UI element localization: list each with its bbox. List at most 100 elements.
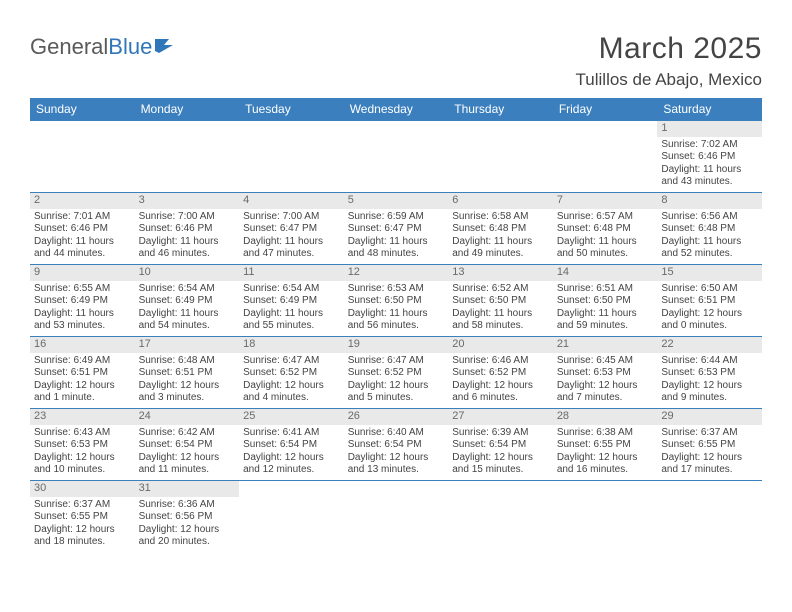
day-number: 10 bbox=[135, 265, 240, 281]
calendar-cell: 27Sunrise: 6:39 AMSunset: 6:54 PMDayligh… bbox=[448, 409, 553, 481]
sunset-text: Sunset: 6:52 PM bbox=[243, 367, 340, 380]
day-number: 7 bbox=[553, 193, 658, 209]
location-label: Tulillos de Abajo, Mexico bbox=[576, 70, 762, 90]
calendar-cell: 3Sunrise: 7:00 AMSunset: 6:46 PMDaylight… bbox=[135, 193, 240, 265]
sunrise-text: Sunrise: 6:53 AM bbox=[348, 283, 445, 296]
daylight-text: Daylight: 12 hours bbox=[661, 380, 758, 393]
daylight-text: and 54 minutes. bbox=[139, 320, 236, 333]
sunrise-text: Sunrise: 6:41 AM bbox=[243, 427, 340, 440]
sunrise-text: Sunrise: 6:37 AM bbox=[661, 427, 758, 440]
daylight-text: and 58 minutes. bbox=[452, 320, 549, 333]
sunset-text: Sunset: 6:55 PM bbox=[557, 439, 654, 452]
sunset-text: Sunset: 6:52 PM bbox=[452, 367, 549, 380]
day-number: 3 bbox=[135, 193, 240, 209]
sunset-text: Sunset: 6:48 PM bbox=[557, 223, 654, 236]
calendar-cell: 17Sunrise: 6:48 AMSunset: 6:51 PMDayligh… bbox=[135, 337, 240, 409]
calendar-cell bbox=[553, 481, 658, 553]
weekday-header-row: Sunday Monday Tuesday Wednesday Thursday… bbox=[30, 98, 762, 121]
weekday-header: Monday bbox=[135, 98, 240, 121]
day-number: 14 bbox=[553, 265, 658, 281]
sunset-text: Sunset: 6:53 PM bbox=[661, 367, 758, 380]
day-number: 21 bbox=[553, 337, 658, 353]
weekday-header: Sunday bbox=[30, 98, 135, 121]
daylight-text: and 16 minutes. bbox=[557, 464, 654, 477]
brand-part2: Blue bbox=[108, 34, 152, 60]
sunrise-text: Sunrise: 6:59 AM bbox=[348, 211, 445, 224]
month-title: March 2025 bbox=[576, 32, 762, 66]
calendar-cell bbox=[344, 481, 449, 553]
daylight-text: Daylight: 12 hours bbox=[139, 380, 236, 393]
sunrise-text: Sunrise: 6:47 AM bbox=[243, 355, 340, 368]
daylight-text: and 11 minutes. bbox=[139, 464, 236, 477]
daylight-text: Daylight: 11 hours bbox=[243, 308, 340, 321]
calendar-cell: 13Sunrise: 6:52 AMSunset: 6:50 PMDayligh… bbox=[448, 265, 553, 337]
sunrise-text: Sunrise: 6:38 AM bbox=[557, 427, 654, 440]
calendar-cell bbox=[239, 121, 344, 193]
calendar-cell: 20Sunrise: 6:46 AMSunset: 6:52 PMDayligh… bbox=[448, 337, 553, 409]
daylight-text: and 5 minutes. bbox=[348, 392, 445, 405]
weekday-header: Friday bbox=[553, 98, 658, 121]
daylight-text: and 55 minutes. bbox=[243, 320, 340, 333]
sunrise-text: Sunrise: 6:36 AM bbox=[139, 499, 236, 512]
calendar-row: 16Sunrise: 6:49 AMSunset: 6:51 PMDayligh… bbox=[30, 337, 762, 409]
day-number: 25 bbox=[239, 409, 344, 425]
daylight-text: Daylight: 11 hours bbox=[557, 308, 654, 321]
sunrise-text: Sunrise: 6:49 AM bbox=[34, 355, 131, 368]
sunrise-text: Sunrise: 7:02 AM bbox=[661, 139, 758, 152]
day-number: 6 bbox=[448, 193, 553, 209]
sunrise-text: Sunrise: 6:52 AM bbox=[452, 283, 549, 296]
calendar-row: 2Sunrise: 7:01 AMSunset: 6:46 PMDaylight… bbox=[30, 193, 762, 265]
calendar-cell: 30Sunrise: 6:37 AMSunset: 6:55 PMDayligh… bbox=[30, 481, 135, 553]
sunset-text: Sunset: 6:50 PM bbox=[348, 295, 445, 308]
day-number: 9 bbox=[30, 265, 135, 281]
day-number: 22 bbox=[657, 337, 762, 353]
daylight-text: and 4 minutes. bbox=[243, 392, 340, 405]
daylight-text: Daylight: 12 hours bbox=[34, 452, 131, 465]
calendar-cell: 6Sunrise: 6:58 AMSunset: 6:48 PMDaylight… bbox=[448, 193, 553, 265]
sunset-text: Sunset: 6:47 PM bbox=[243, 223, 340, 236]
daylight-text: Daylight: 11 hours bbox=[243, 236, 340, 249]
day-number: 4 bbox=[239, 193, 344, 209]
sunrise-text: Sunrise: 6:47 AM bbox=[348, 355, 445, 368]
sunset-text: Sunset: 6:46 PM bbox=[661, 151, 758, 164]
sunrise-text: Sunrise: 6:54 AM bbox=[243, 283, 340, 296]
daylight-text: and 18 minutes. bbox=[34, 536, 131, 549]
daylight-text: and 20 minutes. bbox=[139, 536, 236, 549]
calendar-cell bbox=[448, 121, 553, 193]
day-number: 19 bbox=[344, 337, 449, 353]
daylight-text: and 47 minutes. bbox=[243, 248, 340, 261]
sunrise-text: Sunrise: 6:55 AM bbox=[34, 283, 131, 296]
daylight-text: Daylight: 11 hours bbox=[452, 308, 549, 321]
weekday-header: Wednesday bbox=[344, 98, 449, 121]
daylight-text: and 43 minutes. bbox=[661, 176, 758, 189]
daylight-text: and 46 minutes. bbox=[139, 248, 236, 261]
sunset-text: Sunset: 6:48 PM bbox=[661, 223, 758, 236]
calendar-cell: 2Sunrise: 7:01 AMSunset: 6:46 PMDaylight… bbox=[30, 193, 135, 265]
daylight-text: and 0 minutes. bbox=[661, 320, 758, 333]
daylight-text: Daylight: 11 hours bbox=[139, 236, 236, 249]
day-number: 15 bbox=[657, 265, 762, 281]
weekday-header: Tuesday bbox=[239, 98, 344, 121]
sunset-text: Sunset: 6:49 PM bbox=[139, 295, 236, 308]
calendar-cell bbox=[135, 121, 240, 193]
daylight-text: Daylight: 12 hours bbox=[661, 452, 758, 465]
calendar-cell: 26Sunrise: 6:40 AMSunset: 6:54 PMDayligh… bbox=[344, 409, 449, 481]
day-number: 5 bbox=[344, 193, 449, 209]
calendar-cell bbox=[30, 121, 135, 193]
sunset-text: Sunset: 6:51 PM bbox=[34, 367, 131, 380]
daylight-text: and 6 minutes. bbox=[452, 392, 549, 405]
calendar-cell: 31Sunrise: 6:36 AMSunset: 6:56 PMDayligh… bbox=[135, 481, 240, 553]
day-number: 30 bbox=[30, 481, 135, 497]
sunset-text: Sunset: 6:49 PM bbox=[243, 295, 340, 308]
daylight-text: Daylight: 11 hours bbox=[661, 236, 758, 249]
brand-logo: GeneralBlue bbox=[30, 34, 177, 60]
calendar-table: Sunday Monday Tuesday Wednesday Thursday… bbox=[30, 98, 762, 553]
calendar-cell: 5Sunrise: 6:59 AMSunset: 6:47 PMDaylight… bbox=[344, 193, 449, 265]
daylight-text: Daylight: 12 hours bbox=[452, 380, 549, 393]
sunset-text: Sunset: 6:47 PM bbox=[348, 223, 445, 236]
calendar-cell: 19Sunrise: 6:47 AMSunset: 6:52 PMDayligh… bbox=[344, 337, 449, 409]
daylight-text: and 56 minutes. bbox=[348, 320, 445, 333]
sunrise-text: Sunrise: 6:48 AM bbox=[139, 355, 236, 368]
weekday-header: Thursday bbox=[448, 98, 553, 121]
calendar-cell: 22Sunrise: 6:44 AMSunset: 6:53 PMDayligh… bbox=[657, 337, 762, 409]
